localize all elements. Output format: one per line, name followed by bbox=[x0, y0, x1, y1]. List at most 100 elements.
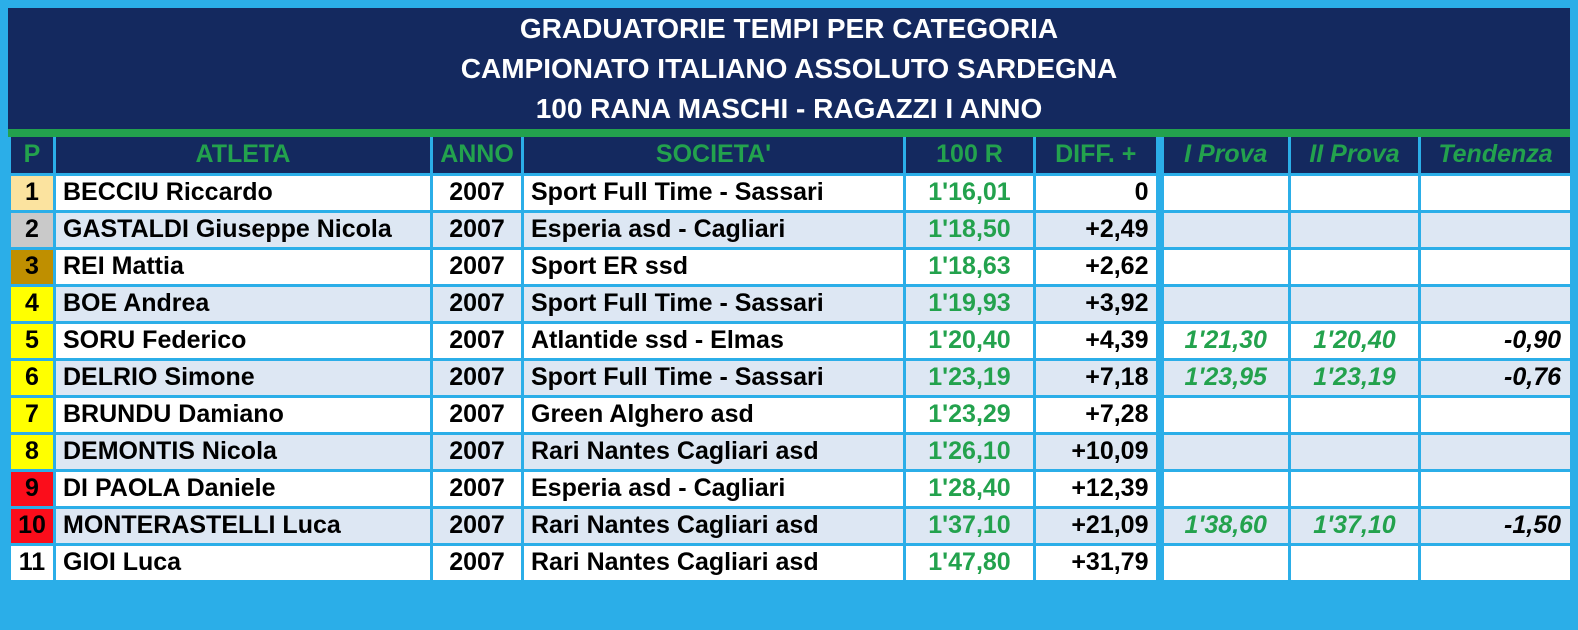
trend-cell bbox=[1418, 394, 1573, 435]
second-trial-cell bbox=[1288, 468, 1421, 509]
col-header-trend: Tendenza bbox=[1418, 137, 1573, 176]
rank-cell: 4 bbox=[8, 283, 56, 324]
first-trial-cell bbox=[1155, 283, 1291, 324]
trend-cell bbox=[1418, 283, 1573, 324]
diff-cell: +2,62 bbox=[1033, 246, 1161, 287]
year-cell: 2007 bbox=[430, 468, 524, 509]
table-row: 5 SORU Federico 2007 Atlantide ssd - Elm… bbox=[8, 320, 1573, 361]
first-trial-cell bbox=[1155, 542, 1291, 583]
results-table: P ATLETA ANNO SOCIETA' 100 R DIFF. + I P… bbox=[8, 137, 1573, 583]
trend-cell bbox=[1418, 542, 1573, 583]
athlete-cell: DEMONTIS Nicola bbox=[53, 431, 433, 472]
table-row: 7 BRUNDU Damiano 2007 Green Alghero asd … bbox=[8, 394, 1573, 435]
athlete-cell: MONTERASTELLI Luca bbox=[53, 505, 433, 546]
time-cell: 1'37,10 bbox=[903, 505, 1036, 546]
diff-cell: +4,39 bbox=[1033, 320, 1161, 361]
second-trial-cell: 1'20,40 bbox=[1288, 320, 1421, 361]
club-cell: Esperia asd - Cagliari bbox=[521, 209, 906, 250]
time-cell: 1'28,40 bbox=[903, 468, 1036, 509]
first-trial-cell: 1'23,95 bbox=[1155, 357, 1291, 398]
club-cell: Rari Nantes Cagliari asd bbox=[521, 542, 906, 583]
first-trial-cell bbox=[1155, 246, 1291, 287]
first-trial-cell bbox=[1155, 431, 1291, 472]
athlete-cell: BECCIU Riccardo bbox=[53, 172, 433, 213]
athlete-cell: REI Mattia bbox=[53, 246, 433, 287]
rank-cell: 10 bbox=[8, 505, 56, 546]
trend-cell: -1,50 bbox=[1418, 505, 1573, 546]
trend-cell: -0,90 bbox=[1418, 320, 1573, 361]
year-cell: 2007 bbox=[430, 394, 524, 435]
table-row: 3 REI Mattia 2007 Sport ER ssd 1'18,63 +… bbox=[8, 246, 1573, 287]
rank-cell: 9 bbox=[8, 468, 56, 509]
title-separator bbox=[8, 129, 1570, 137]
trend-cell bbox=[1418, 246, 1573, 287]
year-cell: 2007 bbox=[430, 246, 524, 287]
time-cell: 1'23,29 bbox=[903, 394, 1036, 435]
diff-cell: +21,09 bbox=[1033, 505, 1161, 546]
time-cell: 1'18,50 bbox=[903, 209, 1036, 250]
time-cell: 1'18,63 bbox=[903, 246, 1036, 287]
table-row: 1 BECCIU Riccardo 2007 Sport Full Time -… bbox=[8, 172, 1573, 213]
title-line-championship: CAMPIONATO ITALIANO ASSOLUTO SARDEGNA bbox=[460, 52, 1118, 84]
title-line-event: 100 RANA MASCHI - RAGAZZI I ANNO bbox=[535, 92, 1043, 124]
year-cell: 2007 bbox=[430, 357, 524, 398]
title-block: GRADUATORIE TEMPI PER CATEGORIA CAMPIONA… bbox=[8, 8, 1570, 129]
club-cell: Sport Full Time - Sassari bbox=[521, 357, 906, 398]
diff-cell: +7,18 bbox=[1033, 357, 1161, 398]
second-trial-cell bbox=[1288, 172, 1421, 213]
second-trial-cell bbox=[1288, 542, 1421, 583]
diff-cell: +3,92 bbox=[1033, 283, 1161, 324]
time-cell: 1'16,01 bbox=[903, 172, 1036, 213]
col-header-diff: DIFF. + bbox=[1033, 137, 1161, 176]
diff-cell: +12,39 bbox=[1033, 468, 1161, 509]
year-cell: 2007 bbox=[430, 542, 524, 583]
diff-cell: +7,28 bbox=[1033, 394, 1161, 435]
second-trial-cell: 1'37,10 bbox=[1288, 505, 1421, 546]
table-row: 8 DEMONTIS Nicola 2007 Rari Nantes Cagli… bbox=[8, 431, 1573, 472]
table-body: 1 BECCIU Riccardo 2007 Sport Full Time -… bbox=[8, 172, 1573, 583]
rank-cell: 6 bbox=[8, 357, 56, 398]
table-row: 2 GASTALDI Giuseppe Nicola 2007 Esperia … bbox=[8, 209, 1573, 250]
athlete-cell: BOE Andrea bbox=[53, 283, 433, 324]
club-cell: Green Alghero asd bbox=[521, 394, 906, 435]
second-trial-cell bbox=[1288, 246, 1421, 287]
club-cell: Atlantide ssd - Elmas bbox=[521, 320, 906, 361]
col-header-athlete: ATLETA bbox=[53, 137, 433, 176]
table-row: 9 DI PAOLA Daniele 2007 Esperia asd - Ca… bbox=[8, 468, 1573, 509]
club-cell: Rari Nantes Cagliari asd bbox=[521, 431, 906, 472]
club-cell: Esperia asd - Cagliari bbox=[521, 468, 906, 509]
rank-cell: 11 bbox=[8, 542, 56, 583]
diff-cell: 0 bbox=[1033, 172, 1161, 213]
club-cell: Rari Nantes Cagliari asd bbox=[521, 505, 906, 546]
table-row: 11 GIOI Luca 2007 Rari Nantes Cagliari a… bbox=[8, 542, 1573, 583]
second-trial-cell bbox=[1288, 209, 1421, 250]
year-cell: 2007 bbox=[430, 320, 524, 361]
athlete-cell: DELRIO Simone bbox=[53, 357, 433, 398]
rank-cell: 1 bbox=[8, 172, 56, 213]
diff-cell: +2,49 bbox=[1033, 209, 1161, 250]
col-header-club: SOCIETA' bbox=[521, 137, 906, 176]
time-cell: 1'47,80 bbox=[903, 542, 1036, 583]
header-row: P ATLETA ANNO SOCIETA' 100 R DIFF. + I P… bbox=[8, 137, 1573, 176]
col-header-time: 100 R bbox=[903, 137, 1036, 176]
rank-cell: 8 bbox=[8, 431, 56, 472]
col-header-year: ANNO bbox=[430, 137, 524, 176]
first-trial-cell: 1'21,30 bbox=[1155, 320, 1291, 361]
trend-cell bbox=[1418, 209, 1573, 250]
year-cell: 2007 bbox=[430, 431, 524, 472]
rank-cell: 2 bbox=[8, 209, 56, 250]
table-row: 4 BOE Andrea 2007 Sport Full Time - Sass… bbox=[8, 283, 1573, 324]
athlete-cell: BRUNDU Damiano bbox=[53, 394, 433, 435]
first-trial-cell bbox=[1155, 394, 1291, 435]
year-cell: 2007 bbox=[430, 505, 524, 546]
first-trial-cell bbox=[1155, 209, 1291, 250]
rank-cell: 5 bbox=[8, 320, 56, 361]
second-trial-cell bbox=[1288, 283, 1421, 324]
time-cell: 1'26,10 bbox=[903, 431, 1036, 472]
trend-cell bbox=[1418, 172, 1573, 213]
first-trial-cell: 1'38,60 bbox=[1155, 505, 1291, 546]
col-header-rank: P bbox=[8, 137, 56, 176]
second-trial-cell bbox=[1288, 394, 1421, 435]
time-cell: 1'20,40 bbox=[903, 320, 1036, 361]
year-cell: 2007 bbox=[430, 283, 524, 324]
